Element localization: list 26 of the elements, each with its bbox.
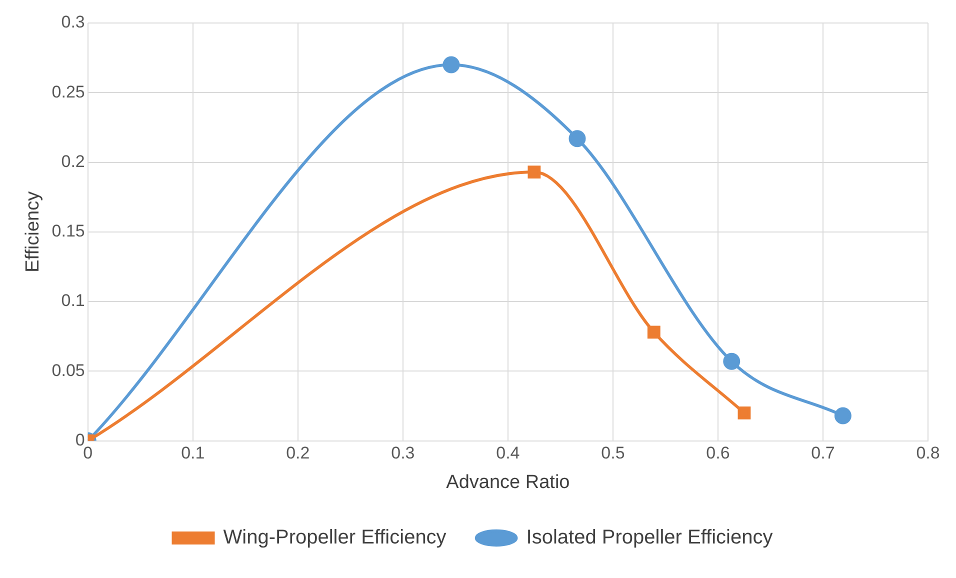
legend-label: Wing-Propeller Efficiency: [223, 526, 446, 549]
x-tick-label: 0.2: [286, 444, 310, 463]
x-axis-title: Advance Ratio: [446, 472, 570, 493]
y-tick-label: 0.15: [52, 222, 85, 241]
x-tick-label: 0.7: [811, 444, 835, 463]
y-tick-label: 0: [75, 430, 85, 450]
point: [442, 56, 460, 74]
x-tick-label: 0.6: [706, 444, 730, 463]
point: [834, 407, 852, 424]
x-tick-label: 0.8: [916, 444, 940, 463]
y-axis-title: Efficiency: [22, 190, 44, 272]
x-tick-label: 0.4: [496, 444, 520, 463]
y-tick-label: 0.2: [61, 152, 85, 171]
x-tick-label: 0.5: [601, 444, 625, 463]
point: [528, 166, 541, 178]
x-tick-label: 0.3: [391, 444, 415, 463]
y-tick-label: 0.1: [61, 291, 85, 310]
point: [738, 406, 751, 420]
y-tick-label: 0.3: [61, 12, 85, 32]
point: [647, 326, 660, 339]
y-tick-label: 0.25: [52, 82, 85, 102]
point: [568, 130, 586, 148]
legend-label: Isolated Propeller Efficiency: [526, 526, 773, 549]
y-tick-label: 0.05: [52, 360, 85, 380]
point: [723, 352, 740, 370]
x-tick-label: 0.1: [181, 444, 205, 463]
